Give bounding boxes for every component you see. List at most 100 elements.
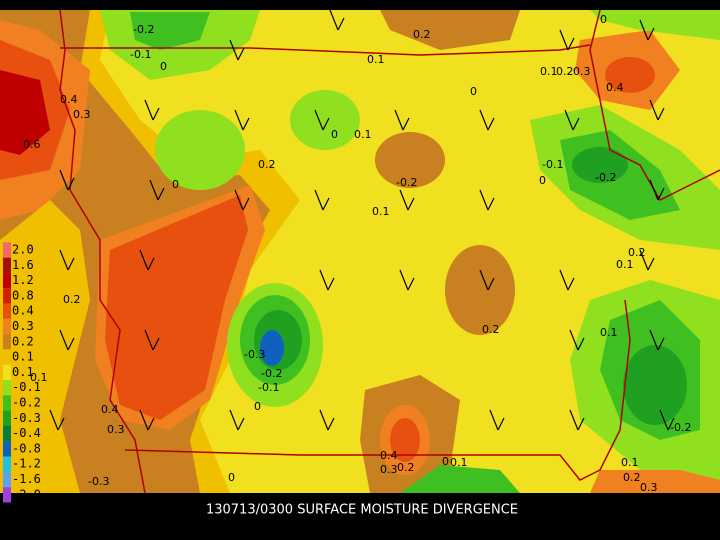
legend-label: 0.8 xyxy=(12,288,34,302)
barb-shaft xyxy=(649,99,659,121)
barb-flag xyxy=(337,17,345,31)
barb-shaft xyxy=(319,409,329,431)
barb-shaft xyxy=(559,269,569,291)
barb-shaft xyxy=(479,189,489,211)
barb-shaft xyxy=(59,169,69,191)
contour-label: 0.4 xyxy=(101,403,119,416)
contour-label: 0.2 xyxy=(628,246,646,259)
contour-label: -0.1 xyxy=(258,381,279,394)
contour-label: 0 xyxy=(442,455,449,468)
barb-flag xyxy=(497,417,505,431)
barb-shaft xyxy=(569,409,579,431)
legend-label: -0.4 xyxy=(12,426,41,440)
barb-shaft xyxy=(399,189,409,211)
band xyxy=(445,245,515,335)
band xyxy=(290,90,360,150)
band xyxy=(590,10,720,40)
contour-label: 0 xyxy=(600,13,607,26)
barb-shaft xyxy=(144,329,154,351)
barb-shaft xyxy=(149,179,159,201)
band xyxy=(605,57,655,93)
contour-labels: -0.2-0.100.20.10.10.2 0.300.400.40.30.60 0… xyxy=(23,13,691,494)
barb-flag xyxy=(327,277,335,291)
legend-label: 1.2 xyxy=(12,273,34,287)
barb-flag xyxy=(242,197,250,211)
barb-flag xyxy=(667,417,675,431)
contour-label: 0.2 xyxy=(623,471,641,484)
contour-label: 0.1 xyxy=(30,371,48,384)
barb-flag xyxy=(647,27,655,41)
legend-swatch xyxy=(3,349,11,365)
barb-shaft xyxy=(329,9,339,31)
contour-label: 0.3 xyxy=(380,463,398,476)
legend-swatch xyxy=(3,303,11,319)
barb-flag xyxy=(67,177,75,191)
contour-label: 0.4 xyxy=(380,449,398,462)
barb-shaft xyxy=(489,409,499,431)
contour-label: 0 xyxy=(160,60,167,73)
legend-label: 0.1 xyxy=(12,365,34,379)
barb-shaft xyxy=(559,29,569,51)
barb-flag xyxy=(322,117,330,131)
contour-label: 0.1 xyxy=(616,258,634,271)
barb-flag xyxy=(657,107,665,121)
contour-fill xyxy=(0,10,720,493)
band xyxy=(130,12,210,50)
legend-label: -0.3 xyxy=(12,411,41,425)
contour-label: 0.1 xyxy=(372,205,390,218)
legend-swatch xyxy=(3,272,11,289)
barb-flag xyxy=(147,257,155,271)
barb-flag xyxy=(657,187,665,201)
contour-label: 0 xyxy=(228,471,235,484)
barb-flag xyxy=(57,417,65,431)
contour-label: 0.3 xyxy=(640,481,658,494)
barb-flag xyxy=(67,257,75,271)
contour-label: 0.2 xyxy=(482,323,500,336)
legend-swatch xyxy=(3,425,11,442)
contour-label: 0.2 xyxy=(397,461,415,474)
border xyxy=(59,10,146,493)
legend-label: 0.2 xyxy=(12,334,34,348)
barb-shaft xyxy=(649,329,659,351)
barb-shaft xyxy=(569,329,579,351)
barb-shaft xyxy=(314,109,324,131)
barb-shaft xyxy=(229,409,239,431)
legend-swatch xyxy=(3,380,11,396)
contour-label: -0.2 xyxy=(396,176,417,189)
barb-flag xyxy=(237,417,245,431)
contour-label: -0.2 xyxy=(261,367,282,380)
barb-shaft xyxy=(639,19,649,41)
legend-label: -0.8 xyxy=(12,441,41,455)
legend-swatch xyxy=(3,318,11,335)
legend-label: 2.0 xyxy=(12,243,34,257)
barb-shaft xyxy=(659,409,669,431)
contour-label: -0.2 xyxy=(595,171,616,184)
barb-shaft xyxy=(59,249,69,271)
legend-label: -2.0 xyxy=(12,487,41,501)
band xyxy=(260,330,284,366)
legend: 2.01.61.20.80.40.30.20.10.1-0.1-0.2-0.3-… xyxy=(3,242,41,503)
legend-swatch xyxy=(3,288,11,304)
border xyxy=(589,10,720,201)
legend-swatch xyxy=(3,456,11,472)
barb-shaft xyxy=(49,409,59,431)
contour-label: 0.1 xyxy=(621,456,639,469)
barb-flag xyxy=(242,117,250,131)
barb-flag xyxy=(487,277,495,291)
contour-label: 0.2 xyxy=(63,293,81,306)
band xyxy=(380,10,520,50)
wind-barbs xyxy=(49,9,675,431)
contour-label: 0 xyxy=(254,400,261,413)
contour-label: 0.1 xyxy=(450,456,468,469)
legend-label: -1.6 xyxy=(12,472,41,486)
legend-swatch xyxy=(3,334,11,350)
legend-label: 1.6 xyxy=(12,258,34,272)
contour-label: 0.1 xyxy=(600,326,618,339)
contour-label: 0.1 xyxy=(540,65,558,78)
contour-label: -0.1 xyxy=(130,48,151,61)
barb-flag xyxy=(152,337,160,351)
barb-shaft xyxy=(59,329,69,351)
contour-label: 0.6 xyxy=(23,138,41,151)
band xyxy=(0,70,50,155)
